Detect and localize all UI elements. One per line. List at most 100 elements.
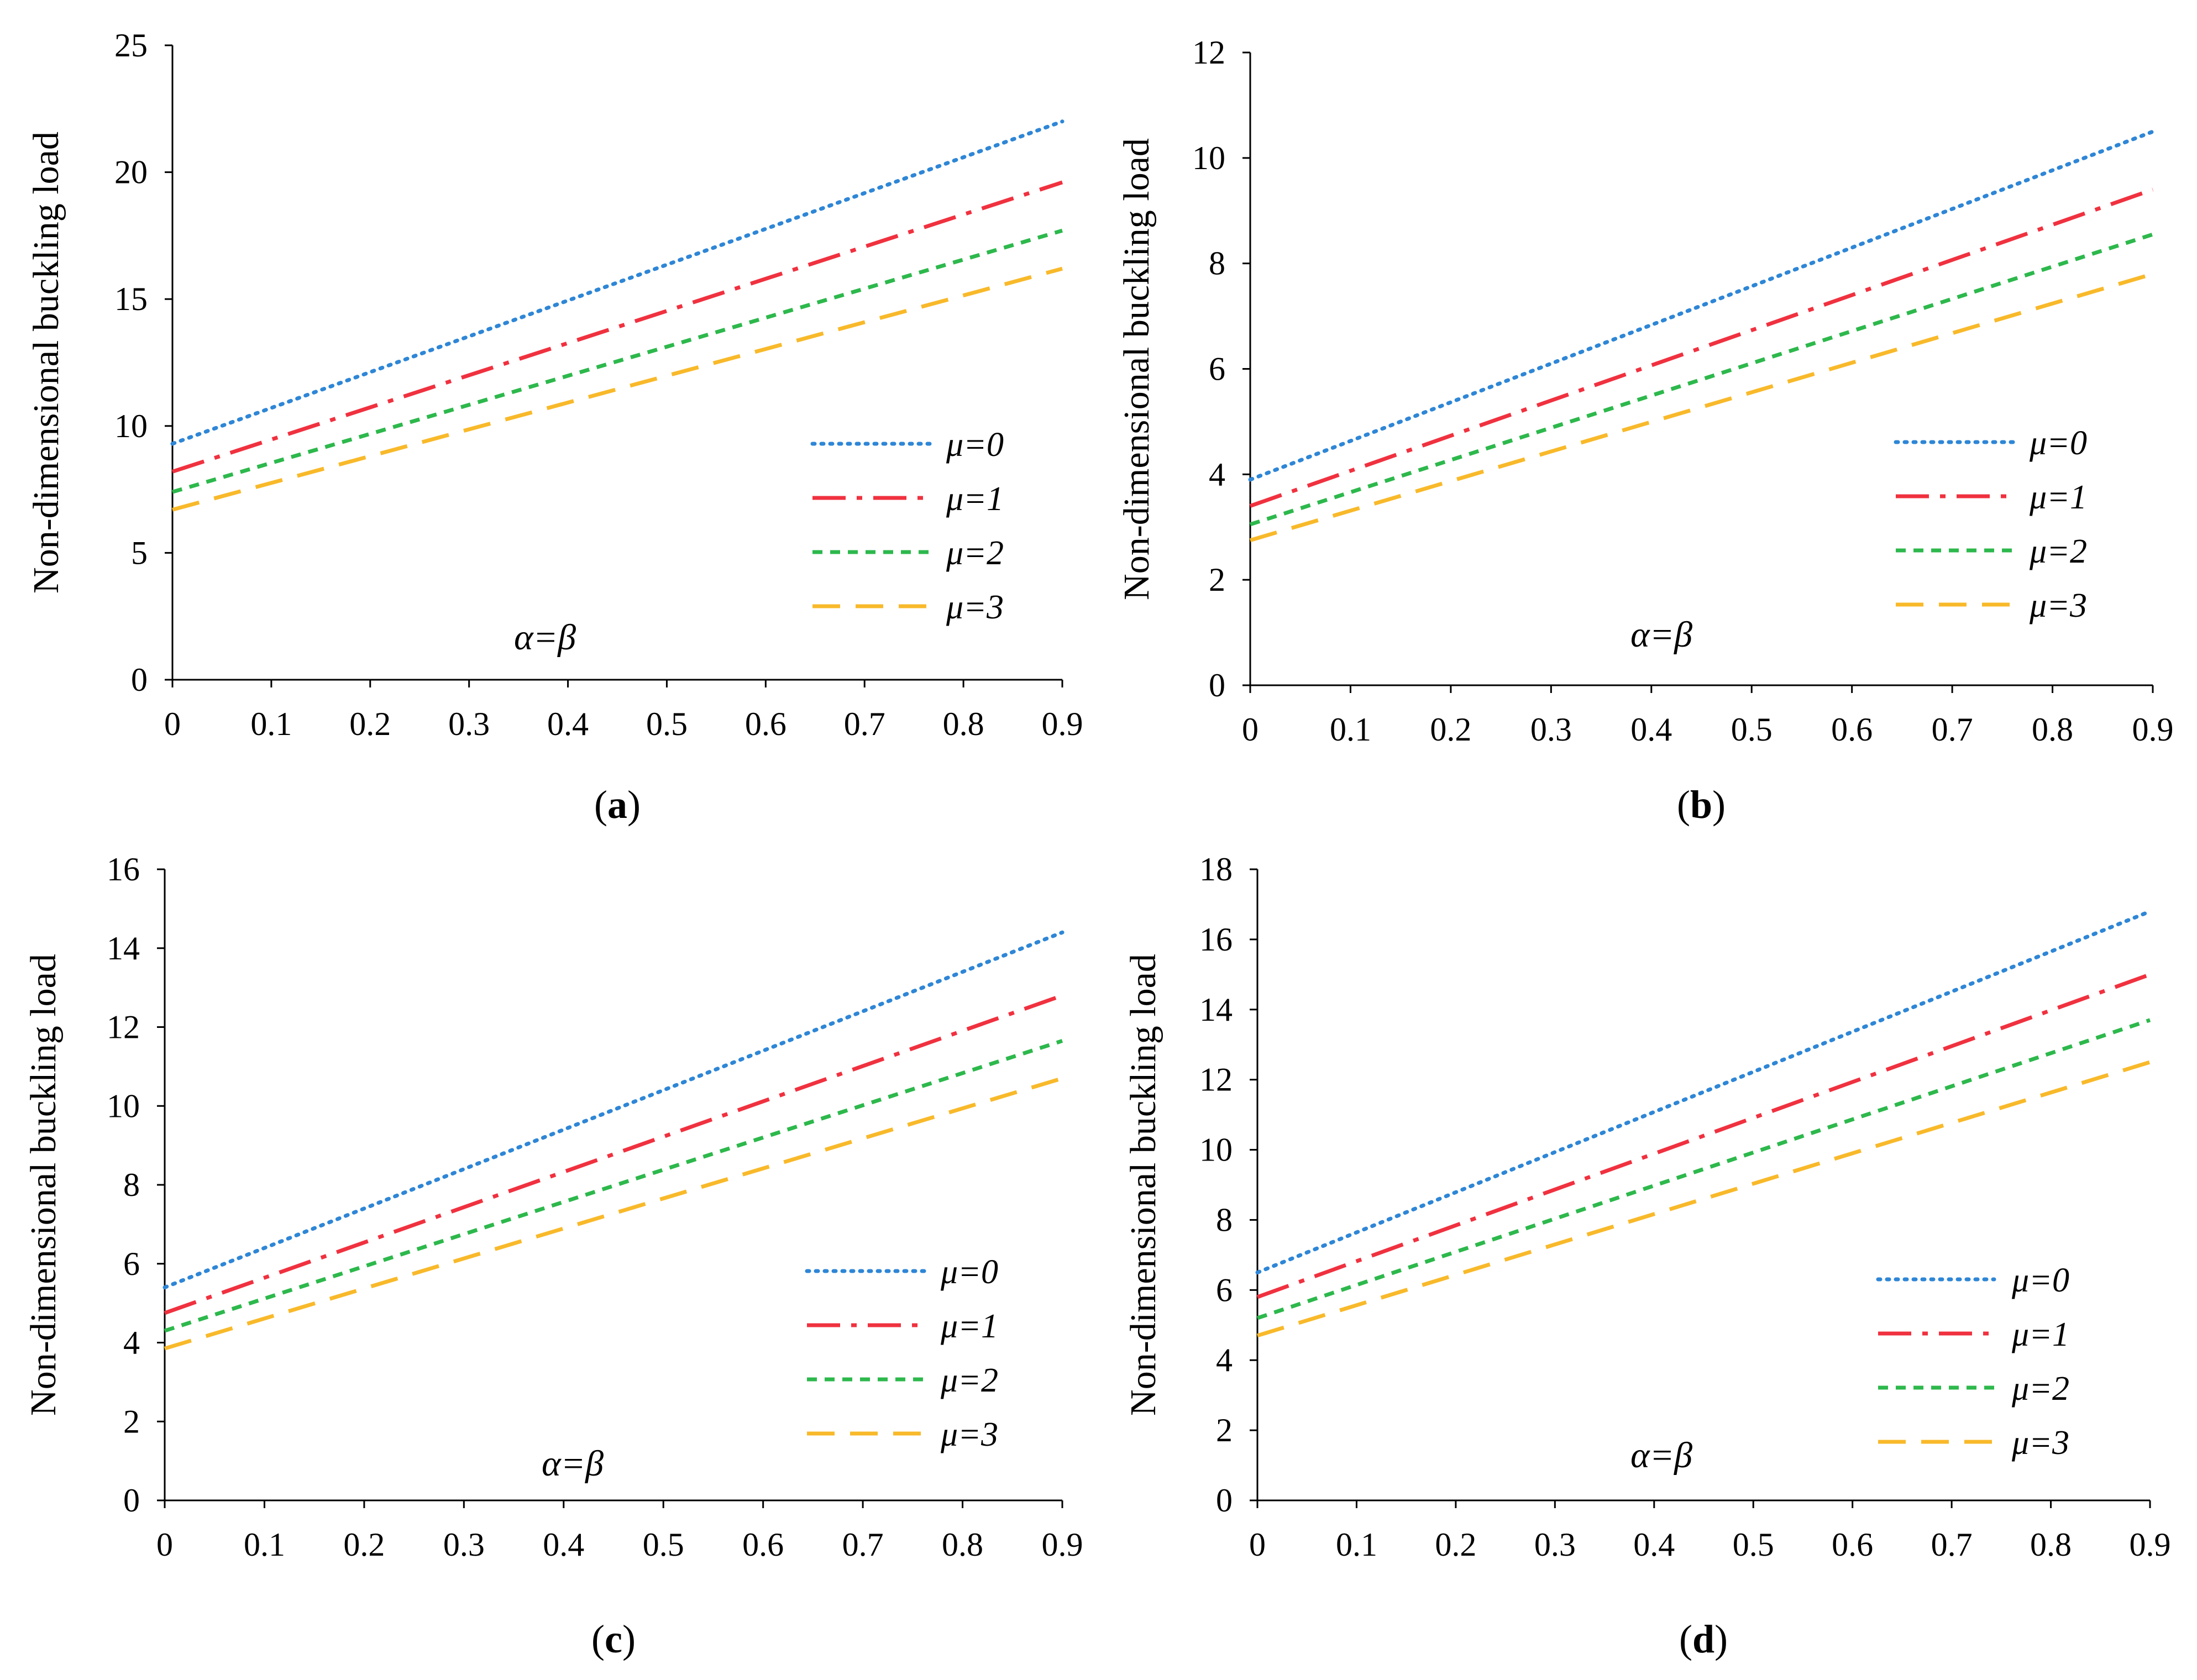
y-tick-label: 0	[1209, 667, 1225, 704]
x-tick-label: 0.1	[250, 706, 292, 742]
legend-label-mu-0: μ=0	[946, 426, 1004, 464]
y-tick-label: 18	[1199, 851, 1233, 888]
y-tick-label: 25	[114, 27, 148, 64]
legend-label-mu-3: μ=3	[2011, 1424, 2069, 1462]
series-line-mu-3	[1250, 272, 2153, 542]
series-line-mu-0	[162, 930, 1065, 1290]
x-tick-label: 0.7	[842, 1526, 884, 1563]
x-tick-label: 0.9	[1042, 1526, 1083, 1563]
y-tick-label: 4	[1209, 456, 1225, 492]
x-tick-label: 0.9	[2132, 711, 2174, 748]
y-tick-label: 15	[114, 281, 148, 317]
panel-caption: (d)	[1679, 1617, 1728, 1661]
caption-letter: b	[1690, 783, 1712, 827]
series-line-mu-2	[1249, 232, 2154, 527]
x-tick-label: 0.8	[942, 1526, 983, 1563]
legend-label-mu-2: μ=2	[2029, 533, 2087, 570]
x-tick-label: 0.6	[1832, 1526, 1873, 1563]
legend-label-mu-0: μ=0	[2029, 424, 2087, 462]
y-tick-label: 12	[1192, 34, 1225, 71]
x-tick-label: 0.8	[943, 706, 984, 742]
caption-open-paren: (	[1679, 1617, 1692, 1661]
y-tick-label: 6	[123, 1246, 140, 1282]
series-line-mu-0	[1255, 909, 2152, 1275]
x-tick-label: 0.6	[745, 706, 786, 742]
y-tick-label: 12	[1199, 1062, 1233, 1098]
x-tick-label: 0.1	[1330, 711, 1371, 748]
x-tick-label: 0.5	[643, 1526, 684, 1563]
y-tick-label: 10	[1199, 1132, 1233, 1168]
caption-close-paren: )	[622, 1617, 636, 1661]
legend-label-mu-3: μ=3	[940, 1416, 998, 1453]
x-tick-label: 0.2	[343, 1526, 385, 1563]
y-tick-label: 14	[107, 930, 140, 967]
y-tick-label: 5	[131, 534, 148, 571]
legend-label-mu-0: μ=0	[2011, 1262, 2069, 1299]
y-tick-label: 8	[123, 1167, 140, 1203]
x-tick-label: 0	[156, 1526, 173, 1563]
x-tick-label: 0.8	[2030, 1526, 2072, 1563]
y-tick-label: 4	[123, 1325, 140, 1361]
caption-letter: d	[1692, 1617, 1714, 1661]
x-tick-label: 0.2	[1435, 1526, 1476, 1563]
legend-label-mu-2: μ=2	[946, 534, 1004, 572]
legend-label-mu-2: μ=2	[2011, 1370, 2069, 1408]
series-line-mu-1	[171, 180, 1063, 474]
y-tick-label: 16	[1199, 921, 1233, 958]
series-line-mu-3	[1256, 1060, 2151, 1338]
x-tick-label: 0.3	[1530, 711, 1572, 748]
legend-label-mu-1: μ=1	[2011, 1316, 2069, 1353]
panel-caption: (a)	[594, 783, 641, 827]
chart-panel-c: 0 2 4 6 8 10 12 14 16 0 0.1 0.2 0.3 0.4 0.5 0.6 0.7 0.8 0.…	[23, 851, 1083, 1661]
x-tick-label: 0.2	[349, 706, 391, 742]
x-tick-label: 0.7	[1932, 711, 1973, 748]
x-tick-label: 0.1	[244, 1526, 285, 1563]
y-tick-label: 2	[123, 1403, 140, 1440]
y-axis-title: Non-dimensional buckling load	[1123, 954, 1163, 1416]
alpha-beta-annotation: α=β	[542, 1443, 604, 1484]
caption-close-paren: )	[1714, 1617, 1728, 1661]
series-line-mu-1	[1256, 973, 2151, 1299]
x-tick-label: 0.3	[1534, 1526, 1576, 1563]
x-tick-label: 0.1	[1336, 1526, 1377, 1563]
y-axis-title: Non-dimensional buckling load	[23, 954, 64, 1416]
y-tick-label: 10	[114, 408, 148, 444]
panel-caption: (c)	[591, 1617, 636, 1661]
x-tick-label: 0	[1249, 1526, 1266, 1563]
alpha-beta-annotation: α=β	[514, 617, 576, 658]
x-tick-label: 0.9	[1042, 706, 1083, 742]
legend-label-mu-3: μ=3	[946, 589, 1004, 626]
x-tick-label: 0	[1242, 711, 1259, 748]
y-tick-label: 2	[1209, 561, 1225, 598]
x-tick-label: 0.4	[547, 706, 589, 742]
caption-close-paren: )	[1712, 783, 1726, 827]
x-tick-label: 0	[164, 706, 181, 742]
series-line-mu-3	[164, 1076, 1063, 1351]
x-tick-label: 0.4	[1630, 711, 1672, 748]
y-tick-label: 10	[1192, 140, 1225, 176]
legend-label-mu-1: μ=1	[2029, 479, 2087, 516]
y-axis-title: Non-dimensional buckling load	[26, 132, 66, 594]
x-tick-label: 0.8	[2032, 711, 2073, 748]
y-tick-label: 4	[1216, 1342, 1233, 1378]
y-tick-label: 8	[1209, 245, 1225, 282]
y-tick-label: 2	[1216, 1412, 1233, 1448]
caption-open-paren: (	[1677, 783, 1690, 827]
x-tick-label: 0.5	[1731, 711, 1773, 748]
series-line-mu-3	[172, 266, 1063, 512]
series-line-mu-2	[164, 1039, 1063, 1333]
y-axis-title: Non-dimensional buckling load	[1116, 138, 1157, 600]
legend-label-mu-1: μ=1	[940, 1308, 998, 1345]
x-tick-label: 0.4	[543, 1526, 584, 1563]
series-line-mu-0	[1248, 129, 2155, 482]
caption-letter: c	[605, 1617, 622, 1661]
x-tick-label: 0.6	[742, 1526, 784, 1563]
legend-label-mu-3: μ=3	[2029, 587, 2087, 624]
chart-panel-b: 0 2 4 6 8 10 12 0 0.1 0.2 0.3 0.4 0.5 0.6 0.7 0.8 0.9 Non…	[1116, 34, 2174, 827]
x-tick-label: 0.9	[2130, 1526, 2171, 1563]
x-tick-label: 0.2	[1430, 711, 1471, 748]
alpha-beta-annotation: α=β	[1630, 1435, 1692, 1476]
x-tick-label: 0.6	[1831, 711, 1873, 748]
x-tick-label: 0.7	[844, 706, 885, 742]
